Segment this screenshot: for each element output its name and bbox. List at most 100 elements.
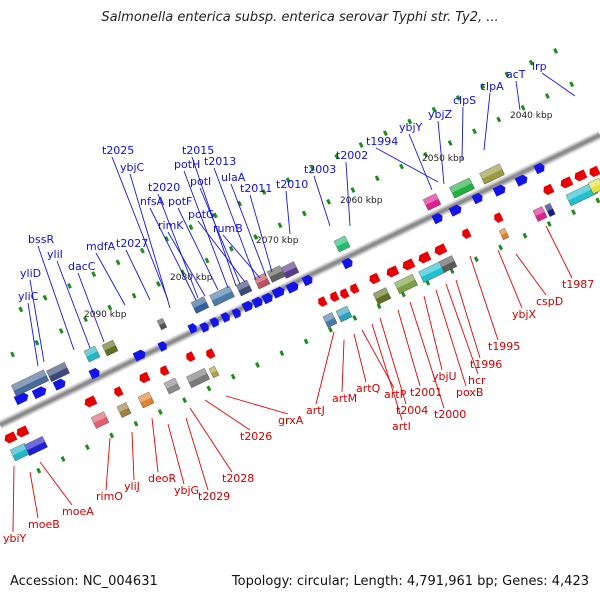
ruler-tick	[352, 315, 358, 321]
forward-gene-arrow	[31, 386, 47, 400]
gene-leader-line	[197, 220, 246, 283]
gene-feature-box	[544, 203, 556, 217]
gene-arrow-shape	[199, 322, 209, 333]
ruler-tick	[255, 362, 260, 368]
reverse-gene-arrow	[318, 296, 328, 307]
gene-arrow-shape	[434, 243, 448, 256]
feature-box-highlight	[544, 203, 553, 212]
gene-label-ybjC: ybjC	[120, 161, 145, 174]
gene-feature-box	[190, 296, 210, 314]
ruler-tick	[285, 177, 291, 184]
forward-gene-arrow	[132, 349, 146, 362]
gene-leader-line	[397, 309, 421, 387]
feature-box	[24, 435, 48, 457]
gene-arrow-shape	[318, 296, 328, 307]
ruler-tick	[91, 271, 97, 278]
ruler-tick	[188, 224, 194, 231]
feature-box-highlight	[83, 345, 98, 357]
gene-leader-line	[167, 231, 206, 297]
ruler-tick	[212, 212, 218, 219]
gene-label-potI: potI	[190, 175, 211, 188]
gene-leader-line	[515, 253, 547, 296]
gene-arrow-shape	[340, 288, 350, 299]
gene-leader-line	[461, 106, 464, 161]
gene-leader-line	[95, 252, 126, 306]
ruler-tick	[326, 198, 332, 205]
gene-arrow-shape	[139, 371, 151, 384]
gene-leader-line	[225, 395, 289, 415]
gene-arrow-shape	[369, 272, 381, 285]
feature-box-highlight	[281, 261, 297, 274]
gene-leader-line	[157, 193, 199, 299]
feature-box-highlight	[46, 362, 68, 377]
gene-leader-line	[167, 423, 185, 485]
feature-box-highlight	[137, 391, 152, 403]
ruler-tick	[42, 294, 48, 301]
gene-label-yliD: yliD	[20, 267, 41, 280]
gene-leader-line	[213, 167, 257, 281]
reverse-gene-arrow	[139, 371, 151, 384]
forward-gene-arrow	[301, 274, 313, 287]
gene-label-t2020: t2020	[148, 181, 180, 194]
gene-label-t1996: t1996	[470, 358, 502, 371]
feature-box	[544, 203, 556, 217]
gene-arrow-shape	[285, 281, 299, 294]
gene-arrow-shape	[533, 162, 545, 175]
ruler-tick	[277, 222, 283, 229]
forward-gene-arrow	[199, 322, 209, 333]
gene-leader-line	[285, 190, 291, 235]
feature-box-highlight	[449, 177, 472, 193]
gene-arrow-shape	[16, 425, 30, 438]
gene-label-t2011: t2011	[240, 182, 272, 195]
ruler-tick	[473, 256, 479, 263]
gene-label-ybjU: ybjU	[432, 370, 457, 383]
gene-arrow-shape	[186, 351, 196, 362]
feature-box	[394, 273, 418, 295]
gene-label-t2004: t2004	[396, 404, 428, 417]
feature-box-highlight	[587, 177, 600, 189]
forward-gene-arrow	[187, 323, 197, 334]
forward-gene-arrow	[157, 341, 167, 352]
feature-box	[322, 312, 338, 328]
gene-arrow-shape	[431, 212, 443, 225]
topology-label: Topology: circular; Length: 4,791,961 bp…	[231, 574, 589, 589]
gene-label-moeA: moeA	[62, 505, 94, 518]
feature-box-highlight	[91, 411, 107, 424]
kbp-label: 2060 kbp	[340, 196, 383, 206]
feature-box	[46, 361, 70, 383]
map-title: Salmonella enterica subsp. enterica sero…	[101, 10, 499, 25]
gene-arrow-shape	[4, 431, 18, 444]
reverse-gene-arrow	[340, 288, 350, 299]
gene-arrow-shape	[261, 292, 273, 305]
ruler-tick	[157, 409, 163, 415]
ruler-tick	[328, 326, 333, 333]
ruler-tick	[10, 351, 16, 358]
feature-box-highlight	[10, 443, 28, 456]
ruler-tick	[301, 210, 307, 217]
gene-label-dacC: dacC	[68, 260, 96, 273]
gene-arrow-shape	[386, 265, 400, 278]
gene-arrow-shape	[31, 386, 47, 400]
gene-label-lrp: lrp	[532, 60, 547, 73]
gene-feature-box	[46, 361, 70, 383]
forward-gene-arrow	[88, 367, 100, 380]
gene-leader-line	[105, 437, 111, 491]
feature-box	[253, 272, 271, 290]
gene-arrow-shape	[492, 184, 506, 197]
gene-label-yliC: yliC	[18, 290, 39, 303]
gene-feature-box	[422, 193, 442, 211]
gene-leader-line	[222, 234, 261, 279]
reverse-gene-arrow	[434, 243, 448, 256]
gene-label-t2003: t2003	[304, 163, 336, 176]
ruler-tick	[228, 245, 234, 252]
feature-box-highlight	[322, 312, 335, 323]
gene-leader-line	[497, 249, 523, 309]
gene-arrow-shape	[114, 386, 124, 397]
gene-feature-box	[532, 206, 548, 222]
gene-feature-box	[116, 402, 132, 418]
ruler-tick	[447, 140, 453, 146]
ruler-tick	[230, 373, 236, 380]
reverse-gene-arrow	[369, 272, 381, 285]
gene-label-acT: acT	[506, 68, 526, 81]
gene-arrow-shape	[157, 341, 167, 352]
